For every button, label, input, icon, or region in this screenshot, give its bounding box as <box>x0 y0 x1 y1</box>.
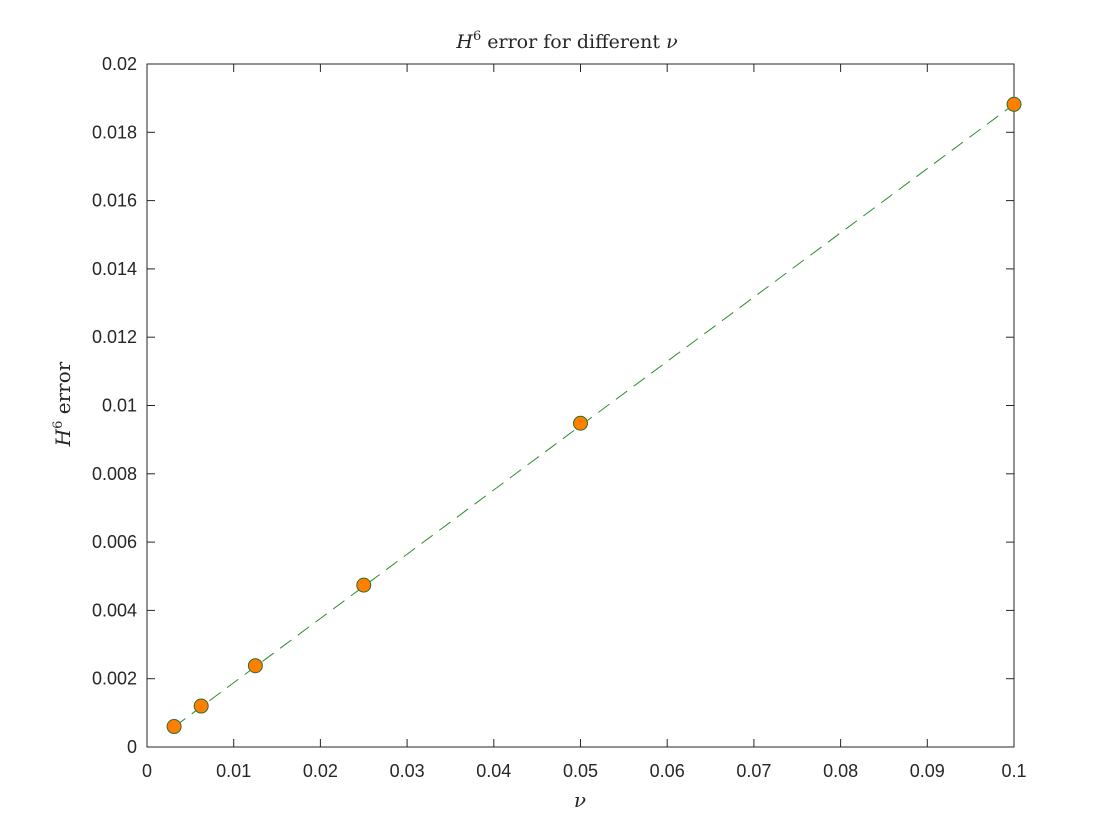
y-tick-label: 0.014 <box>92 259 137 279</box>
y-axis-label-superscript: 6 <box>51 421 66 429</box>
y-axis-label-symbol: H <box>51 428 75 447</box>
y-tick-label: 0.016 <box>92 191 137 211</box>
y-tick-label: 0.02 <box>102 54 137 74</box>
x-tick-label: 0.02 <box>303 761 338 781</box>
data-point <box>1006 96 1022 112</box>
x-tick-label: 0.06 <box>650 761 685 781</box>
y-tick-label: 0.008 <box>92 464 137 484</box>
y-tick-label: 0 <box>127 737 137 757</box>
chart-title-superscript: 6 <box>473 29 481 44</box>
data-point <box>247 658 263 674</box>
data-point <box>356 577 372 593</box>
x-tick-label: 0.05 <box>563 761 598 781</box>
y-tick-label: 0.006 <box>92 532 137 552</box>
y-tick-label: 0.018 <box>92 122 137 142</box>
x-tick-label: 0.04 <box>476 761 511 781</box>
x-axis-label: ν <box>574 788 586 812</box>
axes-group: 0 0.01 0.02 0.03 0.04 0.05 0.06 0.07 0.08 0.09 0.1… <box>92 54 1027 781</box>
chart-title-symbol: H <box>455 31 473 53</box>
x-tick-label: 0.07 <box>736 761 771 781</box>
y-axis-label-text: error <box>51 361 75 420</box>
plot-box <box>146 63 1015 748</box>
x-tick-label: 0 <box>142 761 152 781</box>
y-tick-label: 0.01 <box>102 396 137 416</box>
x-tick-label: 0.09 <box>910 761 945 781</box>
x-tick-label: 0.01 <box>216 761 251 781</box>
chart-title: H6 error for different ν <box>455 29 678 53</box>
y-tick-label: 0.002 <box>92 669 137 689</box>
dashed-fit-line <box>173 103 1015 728</box>
chart-title-nu: ν <box>666 31 678 53</box>
y-tick-label: 0.012 <box>92 327 137 347</box>
data-point <box>166 719 182 735</box>
data-point <box>193 698 209 714</box>
y-tick-label: 0.004 <box>92 600 137 620</box>
x-tick-label: 0.08 <box>823 761 858 781</box>
chart-title-text: error for different <box>481 31 666 53</box>
y-axis-label: H6 error <box>51 361 75 447</box>
x-tick-label: 0.03 <box>390 761 425 781</box>
data-point <box>573 415 588 431</box>
x-tick-label: 0.1 <box>1001 761 1026 781</box>
data-group <box>166 96 1022 735</box>
